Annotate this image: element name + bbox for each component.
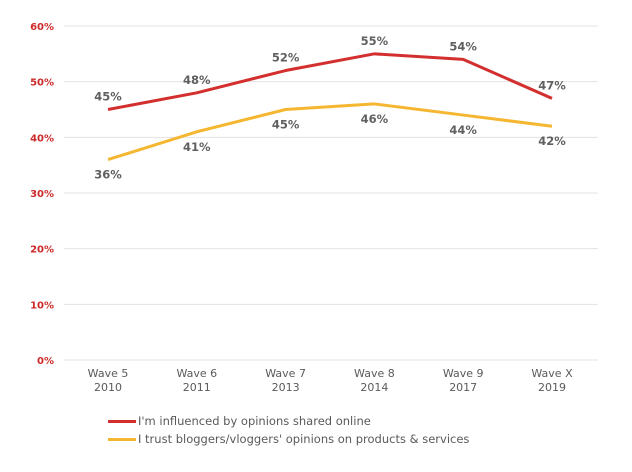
y-tick-label: 10% <box>30 300 54 311</box>
y-tick-label: 50% <box>30 78 54 89</box>
data-label: 46% <box>361 112 389 126</box>
data-label: 41% <box>183 140 211 154</box>
x-tick-label: Wave 9 <box>443 367 484 380</box>
y-tick-label: 20% <box>30 245 54 256</box>
data-label: 52% <box>272 51 300 65</box>
legend-label: I trust bloggers/vloggers' opinions on p… <box>138 432 470 446</box>
data-labels: 45% 48% 52% 55% 54% 47% 36% 41% 45% 46% 44% 42% <box>94 34 566 182</box>
data-label: 54% <box>449 39 477 53</box>
gridlines <box>64 25 598 361</box>
legend-item-influenced[interactable]: I'm influenced by opinions shared online <box>108 412 469 430</box>
legend-item-trust-bloggers[interactable]: I trust bloggers/vloggers' opinions on p… <box>108 430 469 448</box>
x-tick-label: 2013 <box>272 381 300 394</box>
legend: I'm influenced by opinions shared online… <box>108 412 469 448</box>
x-tick-label: 2017 <box>449 381 477 394</box>
series-line-2 <box>107 102 553 162</box>
x-tick-label: Wave X <box>531 367 573 380</box>
y-tick-label: 30% <box>30 189 54 200</box>
series-line-1 <box>107 52 553 111</box>
x-tick-label: Wave 7 <box>265 367 306 380</box>
y-tick-label: 40% <box>30 133 54 144</box>
data-label: 47% <box>538 78 566 92</box>
series-lines <box>107 52 553 162</box>
y-tick-label: 0% <box>37 356 54 367</box>
x-tick-label: 2019 <box>538 381 566 394</box>
data-label: 44% <box>449 123 477 137</box>
x-tick-label: 2011 <box>183 381 211 394</box>
data-label: 45% <box>94 90 122 104</box>
y-tick-label: 60% <box>30 22 54 33</box>
x-tick-label: 2014 <box>360 381 388 394</box>
data-label: 36% <box>94 168 122 182</box>
data-label: 42% <box>538 134 566 148</box>
data-label: 45% <box>272 118 300 132</box>
data-label: 48% <box>183 73 211 87</box>
x-tick-label: Wave 5 <box>88 367 129 380</box>
x-tick-label: Wave 8 <box>354 367 395 380</box>
x-tick-label: 2010 <box>94 381 122 394</box>
legend-label: I'm influenced by opinions shared online <box>138 414 371 428</box>
y-axis: 0% 10% 20% 30% 40% 50% 60% <box>30 22 54 367</box>
legend-swatch-red <box>108 419 136 423</box>
legend-swatch-yellow <box>108 437 136 441</box>
x-tick-label: Wave 6 <box>176 367 217 380</box>
data-label: 55% <box>361 34 389 48</box>
